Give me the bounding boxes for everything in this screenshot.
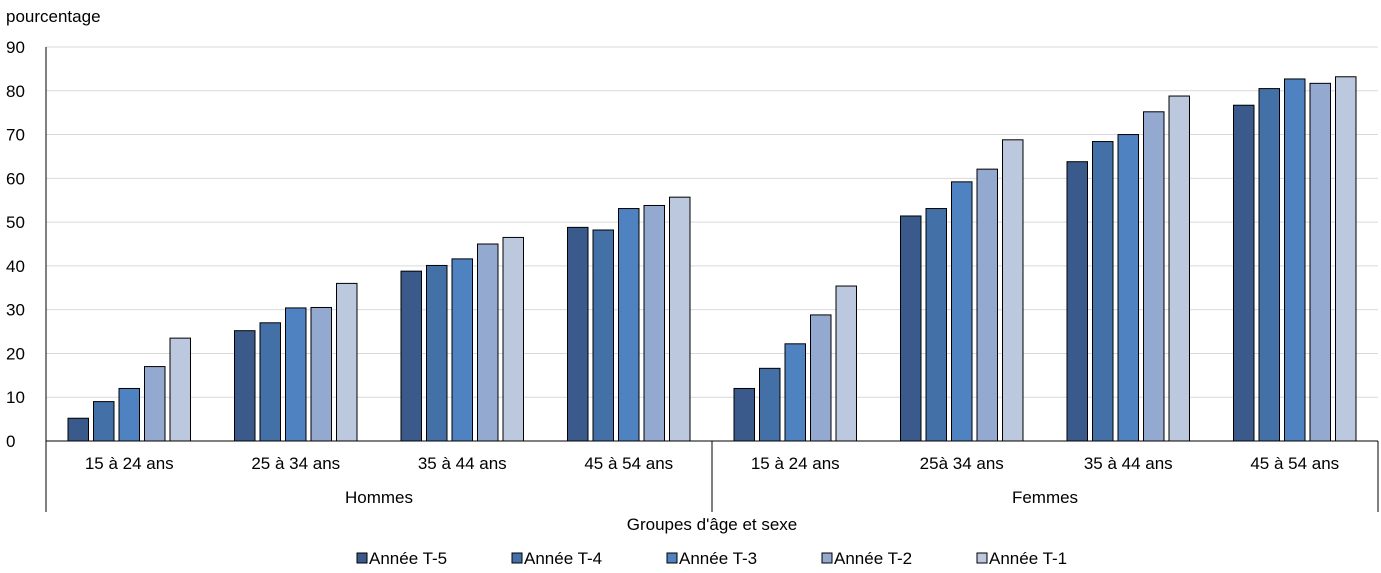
bar [1002, 139, 1024, 442]
bar [1168, 95, 1190, 442]
bar [1066, 161, 1088, 442]
bar [1309, 82, 1331, 442]
bar [592, 229, 614, 442]
x-tick-label: 35 à 44 ans [1084, 454, 1173, 473]
y-tick-label: 30 [6, 301, 25, 320]
y-tick-label: 20 [6, 344, 25, 363]
bar [426, 264, 448, 442]
y-axis-label: pourcentage [6, 7, 101, 26]
y-tick-label: 50 [6, 213, 25, 232]
legend-label: Année T-4 [524, 549, 602, 568]
bar [1233, 104, 1255, 442]
bar [502, 236, 524, 442]
x-tick-label: 35 à 44 ans [418, 454, 507, 473]
bar [900, 215, 922, 442]
y-tick-label: 80 [6, 82, 25, 101]
y-tick-labels: 0 10 20 30 40 50 60 70 80 90 [6, 38, 25, 451]
bar [1284, 78, 1306, 442]
legend-swatch [821, 552, 833, 564]
bar [643, 204, 665, 442]
bar [835, 285, 857, 442]
x-tick-label: 25 à 34 ans [251, 454, 340, 473]
group-label: Femmes [1012, 488, 1078, 507]
bar [951, 181, 973, 442]
axes [45, 47, 1379, 512]
bar [925, 208, 947, 442]
bar [1258, 88, 1280, 442]
bars [67, 76, 1357, 442]
group-label: Hommes [345, 488, 413, 507]
x-tick-label: 15 à 24 ans [85, 454, 174, 473]
x-tick-label: 45 à 54 ans [584, 454, 673, 473]
legend-swatch [356, 552, 368, 564]
legend-label: Année T-1 [989, 549, 1067, 568]
bar [784, 343, 806, 442]
bar [1143, 111, 1165, 442]
bar [310, 306, 332, 442]
category-labels: 15 à 24 ans 25 à 34 ans 35 à 44 ans 45 à 54… [85, 454, 1339, 473]
bar [759, 367, 781, 442]
legend-swatch [976, 552, 988, 564]
x-tick-label: 45 à 54 ans [1250, 454, 1339, 473]
bar [1117, 134, 1139, 442]
bar [810, 314, 832, 442]
bar [118, 387, 140, 442]
bar [1335, 76, 1357, 442]
bar [93, 401, 115, 442]
bar [567, 226, 589, 442]
legend-label: Année T-3 [679, 549, 757, 568]
bar [259, 322, 281, 442]
x-tick-label: 25à 34 ans [920, 454, 1004, 473]
y-tick-label: 40 [6, 257, 25, 276]
y-tick-label: 90 [6, 38, 25, 57]
bar [336, 282, 358, 442]
legend: Année T-5 Année T-4 Année T-3 Année T-2 Anné… [356, 549, 1067, 568]
x-tick-label: 15 à 24 ans [751, 454, 840, 473]
bar [451, 258, 473, 442]
bar [67, 417, 89, 442]
bar [285, 307, 307, 442]
bar [477, 243, 499, 442]
bar [976, 168, 998, 442]
group-labels: Hommes Femmes [345, 488, 1078, 507]
bar [400, 270, 422, 442]
y-tick-label: 0 [6, 432, 15, 451]
legend-label: Année T-5 [369, 549, 447, 568]
y-tick-label: 10 [6, 388, 25, 407]
bar [169, 337, 191, 442]
y-tick-label: 70 [6, 126, 25, 145]
legend-swatch [666, 552, 678, 564]
bar [733, 387, 755, 442]
legend-label: Année T-2 [834, 549, 912, 568]
legend-swatch [511, 552, 523, 564]
bar [669, 196, 691, 442]
bar [144, 366, 166, 442]
y-tick-label: 60 [6, 169, 25, 188]
x-axis-label: Groupes d'âge et sexe [627, 515, 798, 534]
bar [618, 208, 640, 442]
bar [234, 330, 256, 442]
bar [1092, 141, 1114, 442]
